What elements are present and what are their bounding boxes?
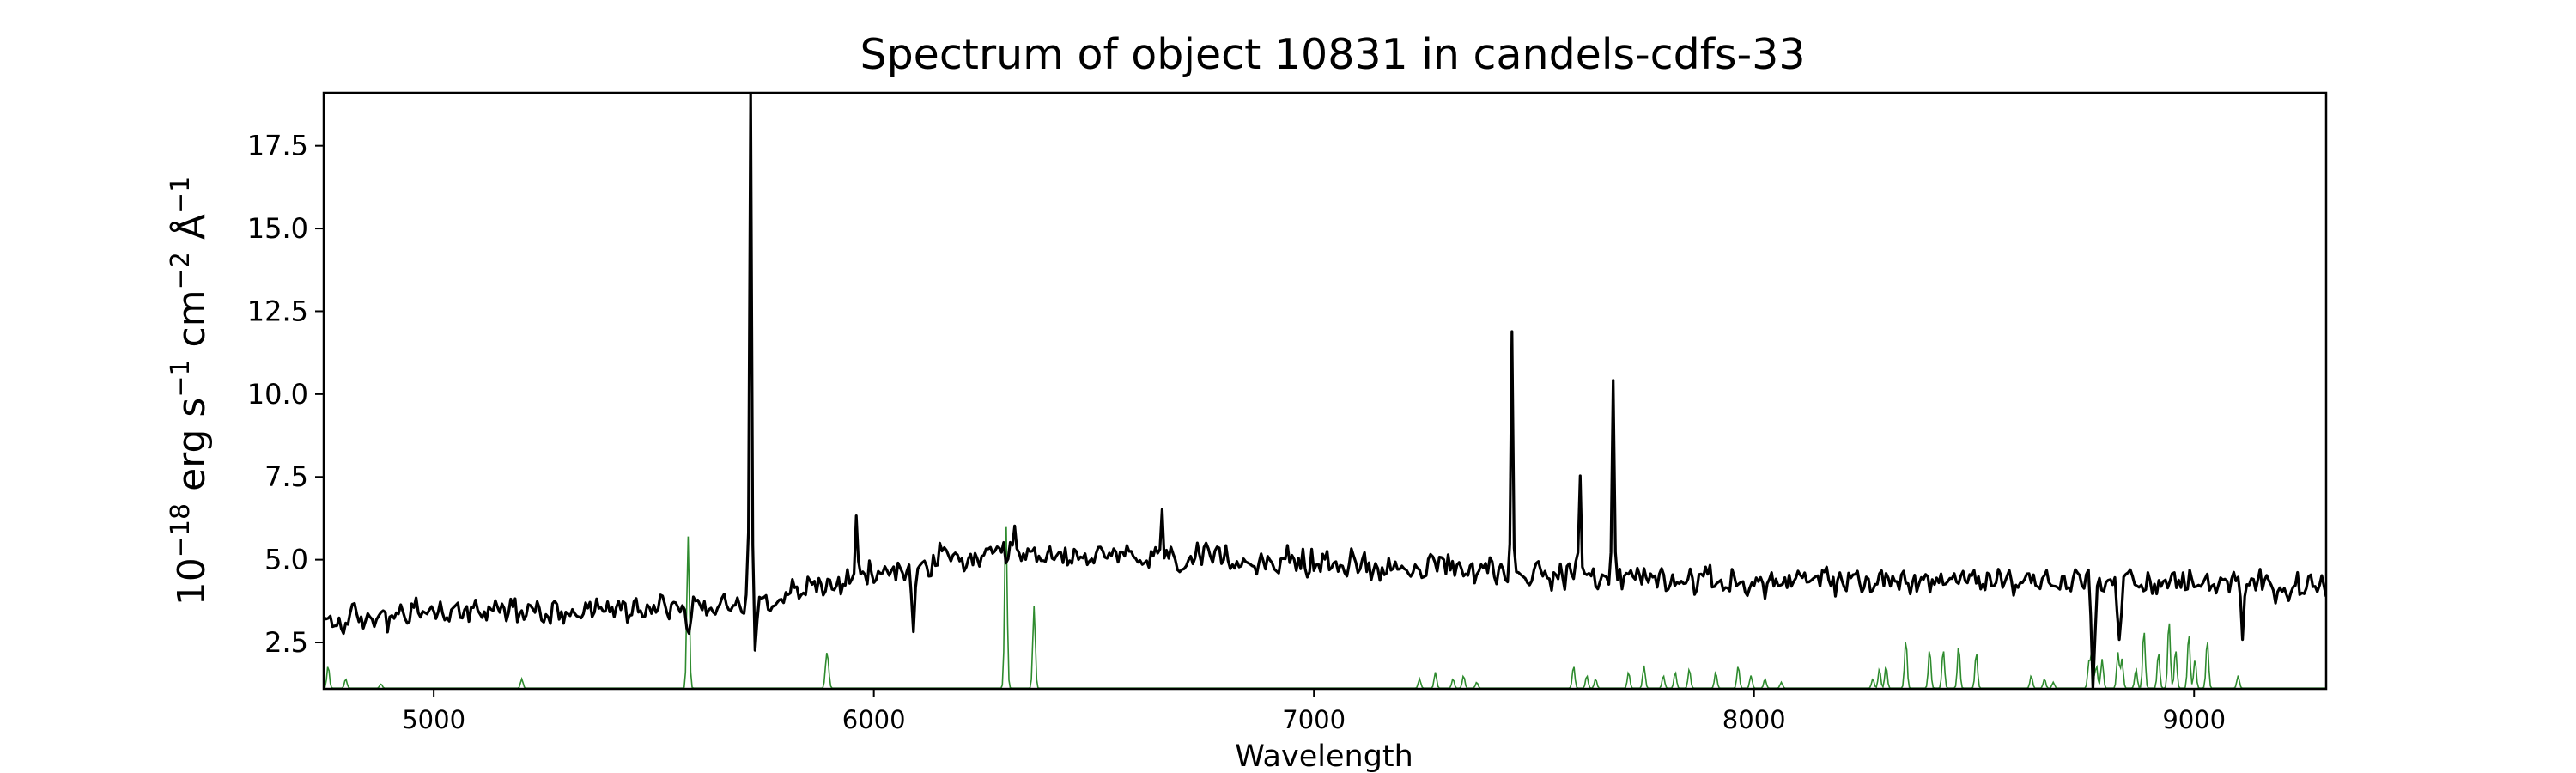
plot-area (324, 93, 2326, 689)
y-tick-label: 10.0 (247, 378, 308, 411)
sky-spectrum-line (324, 526, 2325, 689)
y-tick-label: 15.0 (247, 212, 308, 245)
x-tick-label: 5000 (402, 705, 465, 734)
x-tick-label: 6000 (842, 705, 906, 734)
x-tick-label: 9000 (2162, 705, 2226, 734)
x-tick-label: 8000 (1722, 705, 1786, 734)
y-axis: 2.5 5.0 7.5 10.0 12.5 15.0 17.5 (247, 130, 324, 659)
chart-title: Spectrum of object 10831 in candels-cdfs… (860, 30, 1805, 79)
y-tick-label: 12.5 (247, 295, 308, 327)
y-tick-label: 2.5 (264, 626, 308, 659)
y-tick-label: 5.0 (264, 544, 308, 576)
y-tick-label: 7.5 (264, 460, 308, 493)
x-axis-label: Wavelength (1235, 740, 1413, 773)
plot-frame (322, 91, 2328, 691)
x-axis: 5000 6000 7000 8000 9000 (402, 689, 2226, 734)
x-tick-label: 7000 (1282, 705, 1346, 734)
y-axis-label: 10−18 erg s−1 cm−2 Å−1 (166, 176, 214, 606)
object-spectrum-line (324, 93, 2326, 689)
y-tick-label: 17.5 (247, 130, 308, 162)
